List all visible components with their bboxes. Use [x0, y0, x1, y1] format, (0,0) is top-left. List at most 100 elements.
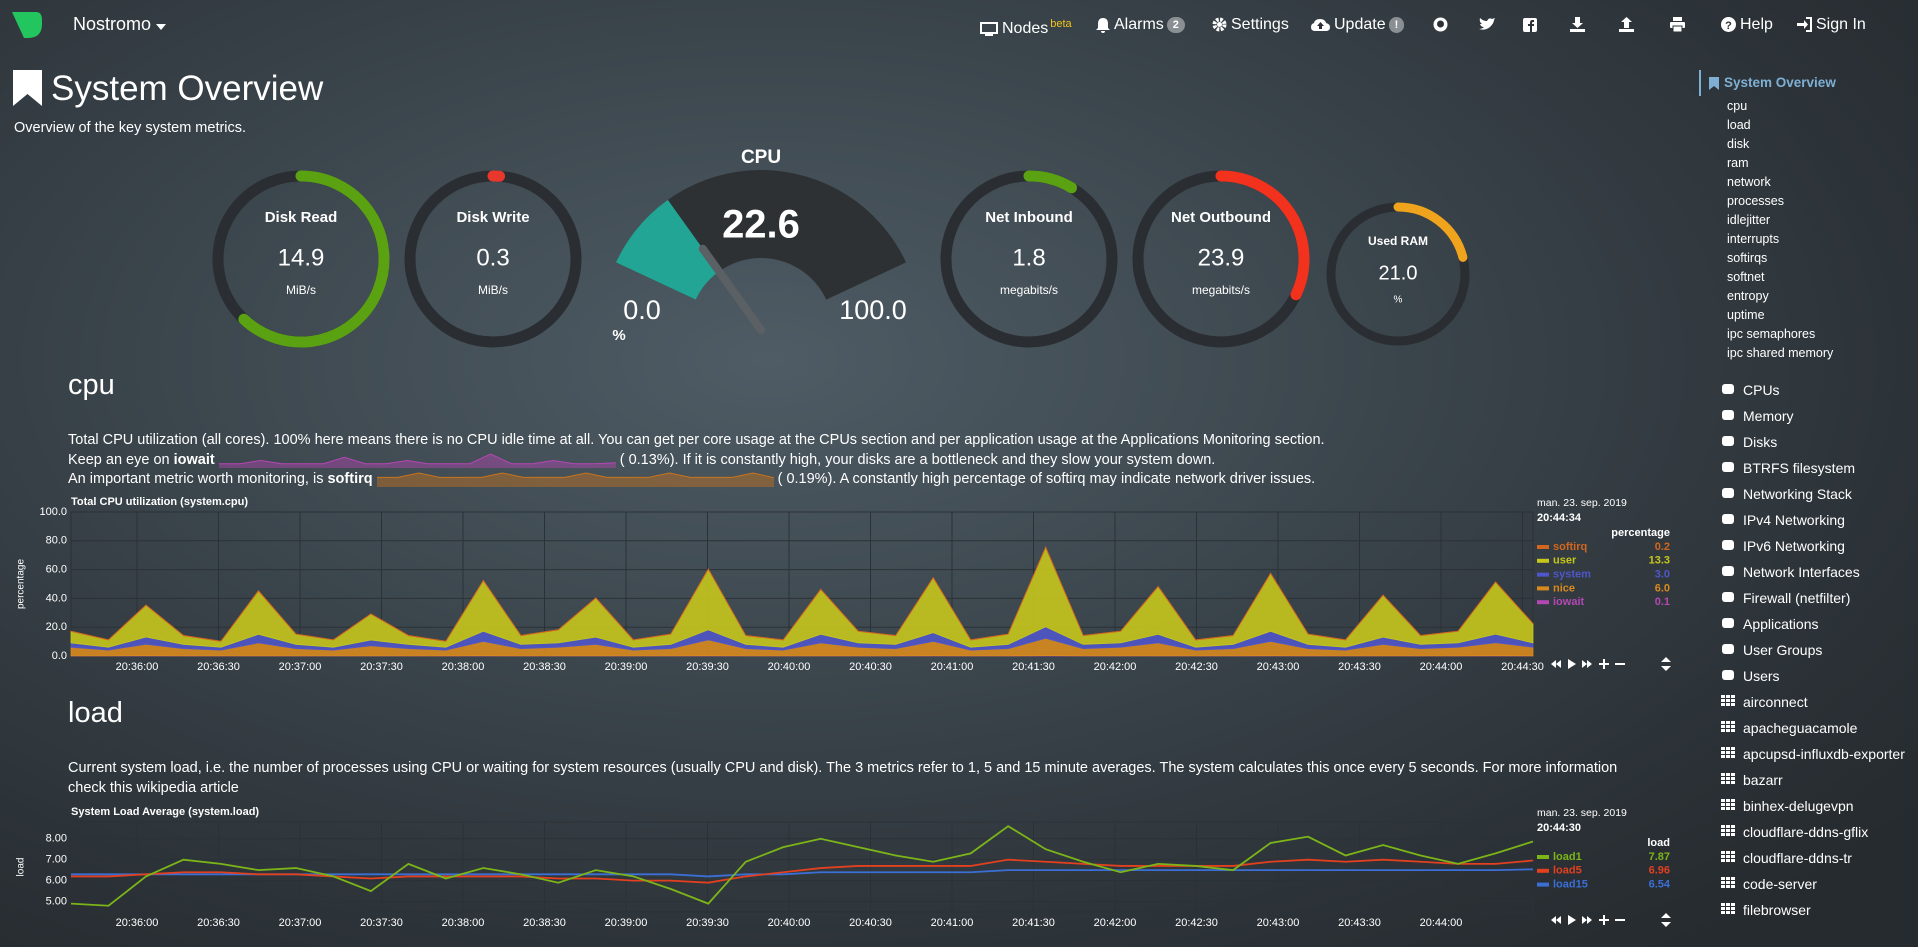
sidebar-subitem[interactable]: ram: [1727, 156, 1749, 170]
icon: [1722, 670, 1734, 680]
sidebar-section[interactable]: IPv4 Networking: [1721, 507, 1911, 533]
gauge-units: MiB/s: [478, 283, 508, 297]
icon: [1523, 17, 1537, 32]
legend-name: load1: [1553, 851, 1582, 863]
x-tick-label: 20:38:30: [523, 661, 566, 673]
rewind: [1551, 660, 1561, 668]
sidebar-subitems: cpu load disk ram network processes idlejitter…: [1699, 97, 1918, 363]
sidebar-section[interactable]: apacheguacamole: [1721, 715, 1911, 741]
sidebar-subitem[interactable]: disk: [1727, 137, 1750, 151]
nav-update[interactable]: Update!: [1311, 0, 1405, 49]
sidebar-section[interactable]: IPv6 Networking: [1721, 533, 1911, 559]
icon: [980, 21, 998, 36]
icon-cell: [1731, 829, 1735, 832]
icon-cell: [1721, 825, 1725, 828]
icon-cell: [1726, 729, 1730, 732]
nav-label: Nodes: [1002, 20, 1049, 37]
sidebar-section[interactable]: Firewall (netfilter): [1721, 585, 1911, 611]
sidebar-section[interactable]: BTRFS filesystem: [1721, 455, 1911, 481]
nav-nodes[interactable]: Nodes beta: [980, 0, 1072, 49]
play: [1568, 659, 1576, 669]
sidebar-subitem[interactable]: softirqs: [1727, 251, 1768, 265]
icon: [1721, 851, 1735, 862]
line: [71, 858, 1534, 884]
icon-cell: [1731, 773, 1735, 776]
sidebar-section[interactable]: Users: [1721, 663, 1911, 689]
sidebar-subitem[interactable]: idlejitter: [1727, 213, 1771, 227]
y-tick-label: 60.0: [46, 564, 67, 576]
resize: [1661, 913, 1671, 927]
chart-controls[interactable]: [1551, 913, 1671, 927]
sidebar-section-label: IPv4 Networking: [1743, 511, 1845, 528]
sidebar-section[interactable]: User Groups: [1721, 637, 1911, 663]
sidebar-subitem[interactable]: network: [1727, 175, 1771, 189]
sidebar-subitem[interactable]: cpu: [1727, 99, 1748, 113]
nav-github[interactable]: [1433, 0, 1452, 49]
icon-cell: [1731, 859, 1735, 862]
sidebar-section[interactable]: Networking Stack: [1721, 481, 1911, 507]
sidebar-section[interactable]: Applications: [1721, 611, 1911, 637]
legend-swatch: [1537, 855, 1549, 859]
page-title: System Overview: [51, 69, 324, 108]
icon-cell: [1731, 695, 1735, 698]
sidebar-section[interactable]: Memory: [1721, 403, 1911, 429]
icon-cell: [1731, 807, 1735, 810]
sidebar-section-label: code-server: [1743, 875, 1817, 892]
sidebar-section[interactable]: binhex-delugevpn: [1721, 793, 1911, 819]
sidebar-subitem[interactable]: load: [1727, 118, 1751, 132]
x-tick-label: 20:43:00: [1257, 661, 1300, 673]
sidebar-active[interactable]: System Overview: [1699, 70, 1918, 96]
chart-controls[interactable]: [1551, 657, 1671, 671]
sidebar-subitem[interactable]: entropy: [1727, 289, 1769, 303]
sidebar-subitem[interactable]: ipc shared memory: [1727, 346, 1834, 360]
nav-twitter[interactable]: [1479, 0, 1499, 49]
sidebar-section[interactable]: filebrowser: [1721, 897, 1911, 923]
nav-facebook[interactable]: [1523, 0, 1541, 49]
icon-cell: [1721, 695, 1725, 698]
sidebar-section-label: apacheguacamole: [1743, 719, 1858, 736]
nav-settings[interactable]: Settings: [1212, 0, 1289, 49]
icon-shape: [1722, 436, 1734, 446]
sidebar-subitem[interactable]: softnet: [1727, 270, 1765, 284]
sidebar-section-label: bazarr: [1743, 771, 1783, 788]
sidebar-section[interactable]: airconnect: [1721, 689, 1911, 715]
nav-alarms[interactable]: Alarms 2: [1096, 0, 1185, 49]
logo[interactable]: [10, 10, 44, 40]
sidebar-section[interactable]: bazarr: [1721, 767, 1911, 793]
nav-signin[interactable]: Sign In: [1797, 0, 1866, 49]
icon-cell: [1726, 851, 1730, 854]
sidebar-section-label: cloudflare-ddns-tr: [1743, 849, 1852, 866]
sidebar-section[interactable]: cloudflare-ddns-gflix: [1721, 819, 1911, 845]
sidebar-section[interactable]: Network Interfaces: [1721, 559, 1911, 585]
icon: [1570, 17, 1585, 33]
sidebar-subitem[interactable]: ipc semaphores: [1727, 327, 1816, 341]
x-tick-label: 20:42:30: [1175, 917, 1218, 929]
sidebar-subitem[interactable]: processes: [1727, 194, 1784, 208]
sidebar-subitem[interactable]: uptime: [1727, 308, 1765, 322]
nav-help[interactable]: ? Help: [1721, 0, 1773, 49]
sparkline: [218, 453, 616, 468]
gauge-value: 14.9: [278, 244, 325, 271]
x-tick-label: 20:41:30: [1012, 661, 1055, 673]
icon-cell: [1721, 781, 1725, 784]
svg-text:?: ?: [1725, 20, 1732, 32]
legend-name: iowait: [1553, 596, 1585, 608]
icon-cell: [1721, 729, 1725, 732]
brand[interactable]: Nostromo: [73, 0, 167, 49]
sidebar-section[interactable]: Disks: [1721, 429, 1911, 455]
sidebar-section[interactable]: apcupsd-influxdb-exporter: [1721, 741, 1911, 767]
icon-cell: [1731, 751, 1735, 754]
x-tick-label: 20:36:00: [116, 661, 159, 673]
icon-shape: [1722, 618, 1734, 628]
nav-upload[interactable]: [1619, 0, 1638, 49]
sidebar-section[interactable]: CPUs: [1721, 377, 1911, 403]
icon-shape: [1722, 462, 1734, 472]
zoom-out: [1615, 663, 1625, 665]
sidebar-subitem[interactable]: interrupts: [1727, 232, 1780, 246]
nav-download[interactable]: [1570, 0, 1589, 49]
nav-print[interactable]: [1670, 0, 1689, 49]
sidebar-section[interactable]: code-server: [1721, 871, 1911, 897]
x-tick-label: 20:38:00: [442, 661, 485, 673]
sidebar-section[interactable]: cloudflare-ddns-tr: [1721, 845, 1911, 871]
